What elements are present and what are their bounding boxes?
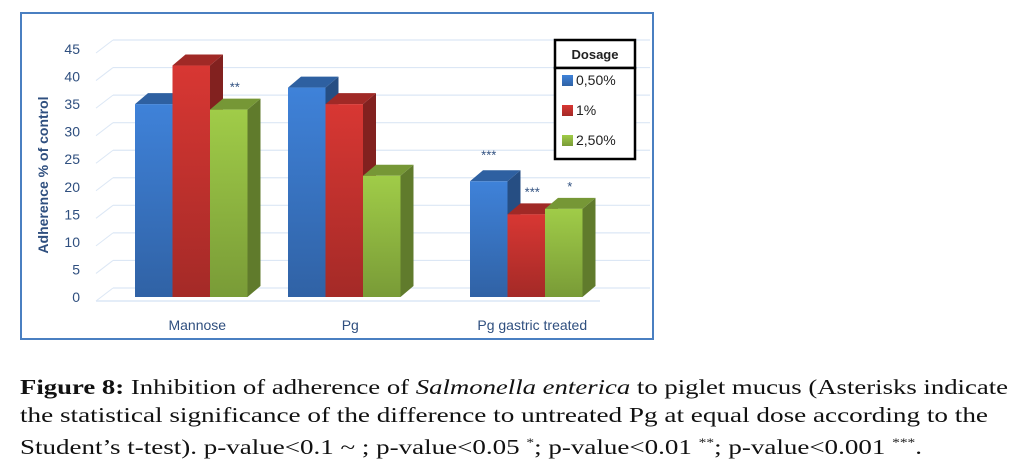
legend-swatch <box>562 135 573 146</box>
bar-top <box>210 98 261 110</box>
y-axis-label: Adherence % of control <box>35 96 51 253</box>
bar-side <box>247 98 261 297</box>
significance-label: *** <box>525 184 540 199</box>
caption-text: ; p-value<0.001 <box>714 435 893 459</box>
y-tick-label: 30 <box>64 124 80 140</box>
legend-title: Dosage <box>572 47 619 62</box>
caption-line-3: Student’s t-test). p-value<0.1 ~ ; p-val… <box>20 429 922 462</box>
significance-label: ** <box>230 80 240 95</box>
caption-line-1: Figure 8: Inhibition of adherence of Sal… <box>20 374 1008 402</box>
y-tick-label: 40 <box>64 69 80 85</box>
bar <box>210 109 248 297</box>
bar-top <box>325 93 376 105</box>
gridline-diagonal <box>95 149 114 164</box>
bar-side <box>582 197 596 297</box>
bar-top <box>470 170 521 182</box>
caption-label: Figure 8: <box>20 375 125 399</box>
y-tick-label: 35 <box>64 96 80 112</box>
caption-sup: * <box>526 435 535 449</box>
y-tick-label: 10 <box>64 234 80 250</box>
legend-swatch <box>562 75 573 86</box>
legend-label: 0,50% <box>576 72 616 88</box>
y-tick-label: 45 <box>64 41 80 57</box>
caption-sup: ** <box>698 435 715 449</box>
y-tick-label: 0 <box>72 289 80 305</box>
bar-side <box>400 164 414 297</box>
caption-line-2: the statistical significance of the diff… <box>20 402 988 427</box>
bar <box>363 175 401 297</box>
gridline-diagonal <box>95 67 114 81</box>
x-tick-label: Mannose <box>168 317 226 333</box>
y-tick-label: 25 <box>64 151 80 167</box>
legend-label: 2,50% <box>576 132 616 148</box>
bar <box>288 87 326 297</box>
legend-label: 1% <box>576 102 596 118</box>
gridline-diagonal <box>95 287 114 302</box>
y-tick-label: 15 <box>64 206 80 222</box>
significance-label: * <box>567 179 572 194</box>
gridline-diagonal <box>95 122 114 137</box>
bar-top <box>288 76 339 88</box>
x-tick-label: Pg gastric treated <box>477 317 587 333</box>
significance-label: *** <box>481 147 496 162</box>
bar <box>325 104 363 297</box>
bar <box>507 214 545 297</box>
caption-text: ; p-value<0.01 <box>534 435 699 459</box>
caption-text: to piglet mucus (Asterisks indicate <box>630 375 1008 399</box>
y-tick-label: 20 <box>64 179 80 195</box>
caption-species: Salmonella enterica <box>415 375 631 399</box>
bar <box>470 181 508 297</box>
figure-caption: Figure 8: Inhibition of adherence of Sal… <box>20 374 1008 462</box>
gridline-diagonal <box>95 232 114 247</box>
y-tick-label: 5 <box>72 261 80 277</box>
caption-sup: *** <box>892 435 916 449</box>
bar <box>172 65 210 298</box>
caption-text: Inhibition of adherence of <box>124 375 416 399</box>
bar-top <box>363 164 414 176</box>
gridline-diagonal <box>95 260 114 274</box>
caption-text: . <box>915 435 922 459</box>
bar-top <box>545 197 596 209</box>
bar <box>545 208 583 297</box>
gridline-diagonal <box>95 39 114 54</box>
gridline-diagonal <box>95 204 114 219</box>
caption-text: Student’s t-test). p-value<0.1 ~ ; p-val… <box>20 435 527 459</box>
gridline-diagonal <box>95 177 114 192</box>
bar <box>135 104 173 297</box>
bar-chart: 0 5 10 15 20 25 30 35 40 45 Adherence % of control… <box>35 38 650 333</box>
gridline-diagonal <box>95 94 114 109</box>
legend-swatch <box>562 105 573 116</box>
bar-top <box>172 54 223 66</box>
x-tick-label: Pg <box>342 317 359 333</box>
